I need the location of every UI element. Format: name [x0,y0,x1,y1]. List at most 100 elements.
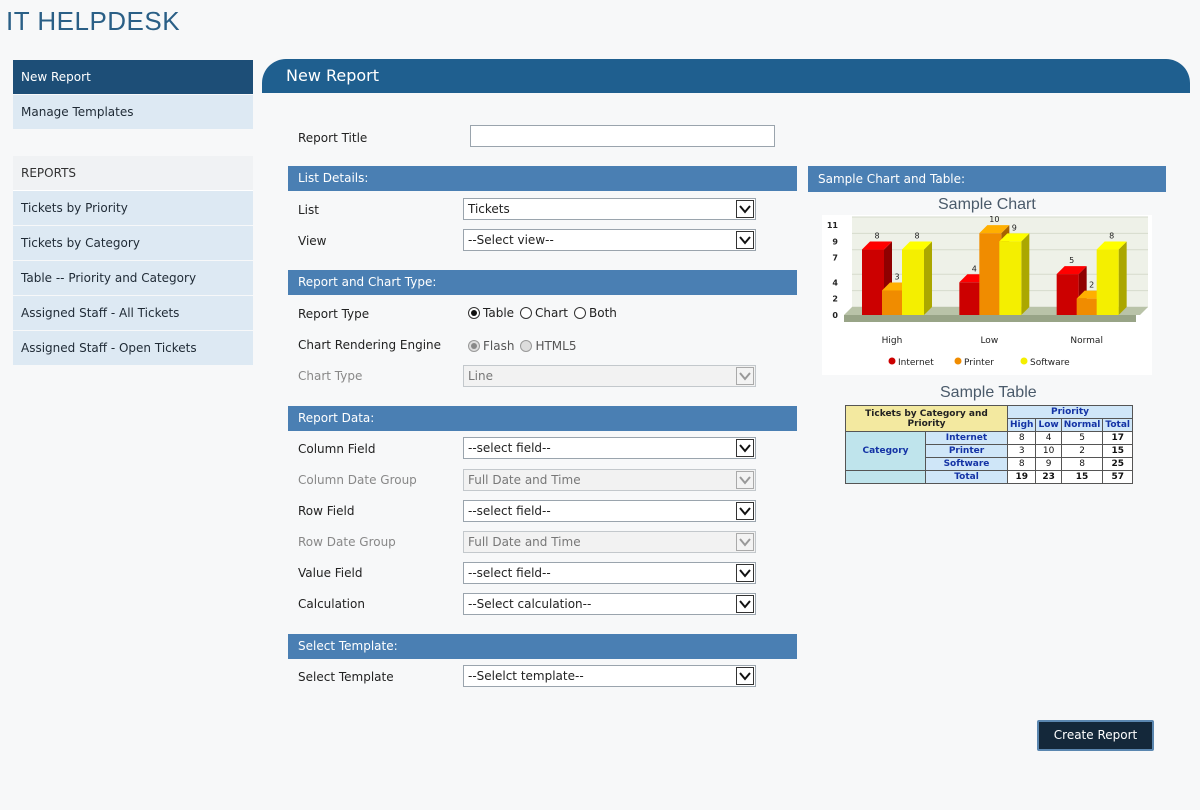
table-row-label: Total [925,470,1008,484]
chart-data-label: 10 [989,215,999,224]
table-cell: 25 [1102,457,1133,471]
row-date-group-select[interactable]: Full Date and Time [463,531,756,553]
chart-bar [999,241,1022,315]
report-chart-type-heading: Report and Chart Type: [288,270,797,295]
radio-table[interactable] [468,307,480,319]
chart-bar-top [979,225,1010,234]
sidebar-item-tickets-by-category[interactable]: Tickets by Category [13,226,253,261]
sidebar-item-new-report[interactable]: New Report [13,60,253,95]
create-report-button[interactable]: Create Report [1037,720,1154,751]
chart-bar [862,249,884,315]
chart-bar-top [999,233,1030,242]
row-field-select[interactable]: --select field-- [463,500,756,522]
radio-html5-label: HTML5 [535,339,577,353]
sidebar: New Report Manage Templates REPORTS Tick… [13,60,253,366]
radio-chart[interactable] [520,307,533,319]
chevron-down-icon[interactable] [736,533,754,551]
table-cell: 3 [1006,444,1037,458]
view-select[interactable]: --Select view-- [463,229,756,251]
chart-bar-top [862,241,892,250]
template-select[interactable]: --Selelct template-- [463,665,756,687]
table-cell: 8 [1060,457,1104,471]
row-date-group-label: Row Date Group [298,535,396,549]
column-date-group-select[interactable]: Full Date and Time [463,469,756,491]
column-field-label: Column Field [298,442,376,456]
chevron-down-icon[interactable] [736,595,754,613]
table-cell: 19 [1006,470,1037,484]
table-cell: 5 [1060,431,1104,445]
value-field-select[interactable]: --select field-- [463,562,756,584]
chart-y-tick: 2 [832,295,838,304]
report-title-input[interactable] [470,125,775,147]
calculation-value: --Select calculation-- [468,597,592,611]
chart-bar [902,249,924,315]
table-col-header: High [1006,418,1037,432]
chart-floor-edge [844,315,1136,322]
chart-bar [882,290,904,315]
calculation-select[interactable]: --Select calculation-- [463,593,756,615]
column-field-value: --select field-- [468,441,551,455]
radio-chart-label: Chart [535,306,569,320]
radio-both-label: Both [589,306,617,320]
table-col-header: Low [1035,418,1062,432]
chevron-down-icon[interactable] [736,667,754,685]
chart-legend-marker [954,357,962,365]
sidebar-item-assigned-open[interactable]: Assigned Staff - Open Tickets [13,331,253,366]
chart-data-label: 4 [972,264,977,273]
chart-bar-side [1021,233,1030,315]
table-row: Software 8 9 8 25 [846,457,1133,471]
table-row: Category Internet 8 4 5 17 [845,431,1133,471]
chart-type-select[interactable]: Line [463,365,756,387]
table-col-header: Total [1102,418,1133,432]
chevron-down-icon[interactable] [736,200,754,218]
chevron-down-icon[interactable] [736,231,754,249]
chart-data-label: 8 [874,232,879,241]
list-select[interactable]: Tickets [463,198,756,220]
template-select-value: --Selelct template-- [468,669,584,683]
table-row-group: Category [845,431,926,471]
sidebar-item-assigned-all[interactable]: Assigned Staff - All Tickets [13,296,253,331]
sample-table-title: Sample Table [940,384,1037,401]
table-cell: 8 [1006,457,1037,471]
chevron-down-icon[interactable] [736,439,754,457]
chart-data-label: 3 [894,272,899,281]
chart-x-tick: High [882,336,903,346]
sidebar-item-table-priority-category[interactable]: Table -- Priority and Category [13,261,253,296]
report-title-label: Report Title [298,131,368,145]
chart-legend-label: Printer [964,358,994,368]
sample-chart: 0 2 4 7 9 11 8 3 8 High 4 10 9 Low 5 2 8 Normal Internet Pr… [822,215,1152,375]
chart-bar-side [924,241,932,315]
row-field-label: Row Field [298,504,355,518]
radio-table-label: Table [483,306,515,320]
chart-bar [1076,298,1099,315]
chart-bar [959,282,982,315]
sidebar-item-tickets-by-priority[interactable]: Tickets by Priority [13,191,253,226]
chart-legend-label: Internet [898,358,934,368]
sample-heading: Sample Chart and Table: [808,166,1166,192]
chart-data-label: 8 [914,232,919,241]
radio-html5[interactable] [520,340,533,352]
main-header: New Report [262,59,1190,93]
table-row-label: Software [925,457,1008,471]
sidebar-item-manage-templates[interactable]: Manage Templates [13,95,253,130]
chevron-down-icon[interactable] [736,471,754,489]
chart-data-label: 8 [1109,232,1114,241]
chart-bar [1096,249,1119,315]
table-total-spacer [845,470,926,484]
radio-flash[interactable] [468,340,480,352]
list-select-value: Tickets [468,202,510,216]
radio-both[interactable] [574,307,587,319]
chart-data-label: 2 [1089,281,1094,290]
chart-data-label: 5 [1069,256,1074,265]
page-title: New Report [286,66,380,85]
table-cell: 4 [1035,431,1062,445]
chart-bar-side [1118,241,1127,315]
app-title: IT HELPDESK [6,6,181,36]
view-label: View [298,234,327,248]
column-field-select[interactable]: --select field-- [463,437,756,459]
chevron-down-icon[interactable] [736,564,754,582]
chevron-down-icon[interactable] [736,367,754,385]
column-date-group-label: Column Date Group [298,473,417,487]
chart-data-label: 9 [1012,223,1017,232]
chevron-down-icon[interactable] [736,502,754,520]
